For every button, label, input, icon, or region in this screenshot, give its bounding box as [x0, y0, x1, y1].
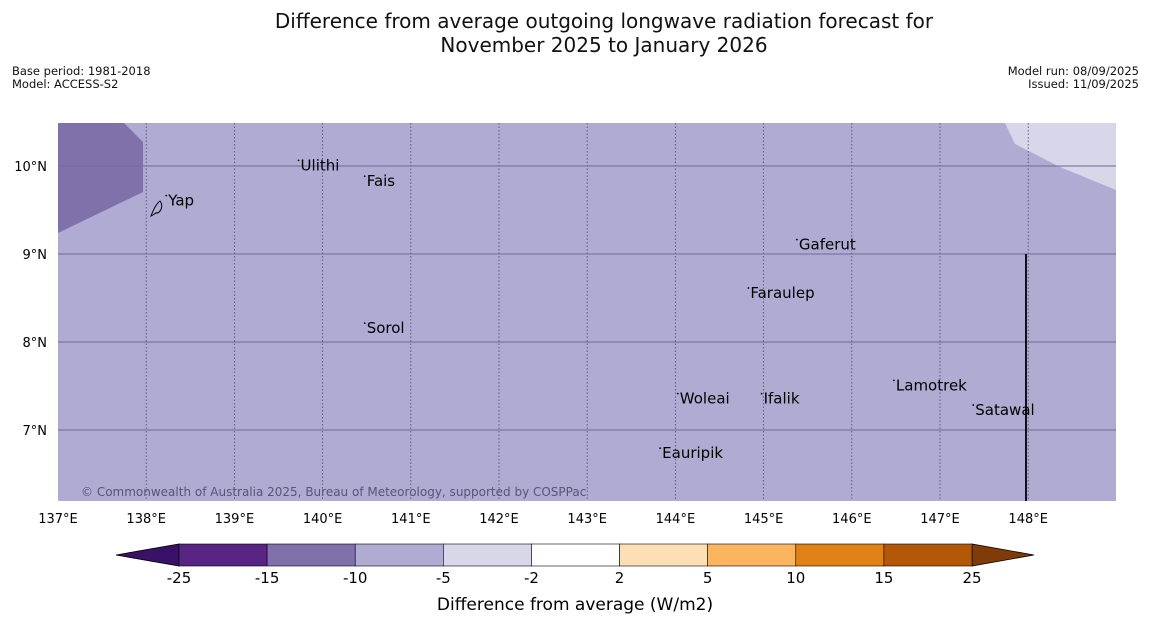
colorbar-title: Difference from average (W/m2): [437, 595, 713, 615]
place-labels: Yap Ulithi Fais Gaferut Faraulep Sorol Lamotre…: [165, 156, 1035, 462]
island-marker: [165, 194, 168, 197]
place-label-sorol: Sorol: [367, 319, 405, 337]
lon-tick-label: 148°E: [1008, 512, 1048, 527]
graticule: [58, 123, 1116, 501]
issued-text: Issued: 11/09/2025: [1028, 77, 1139, 91]
island-marker: [893, 379, 895, 382]
island-marker: [760, 392, 763, 395]
lon-tick-label: 140°E: [303, 512, 343, 527]
island-marker: [676, 392, 679, 395]
title-line-2: November 2025 to January 2026: [440, 33, 768, 57]
colorbar-extend-high: [971, 543, 1035, 567]
place-label-ulithi: Ulithi: [301, 156, 340, 174]
model-text: Model: ACCESS-S2: [12, 77, 119, 91]
lat-tick-label: 10°N: [14, 160, 47, 175]
title-line-1: Difference from average outgoing longwav…: [274, 9, 934, 33]
anomaly-region-west: [58, 123, 143, 233]
colorbar-tick-label: -25: [167, 569, 192, 587]
colorbar-cell: [266, 543, 356, 567]
colorbar-cell: [178, 543, 268, 567]
lon-tick-label: 141°E: [391, 512, 431, 527]
place-label-yap: Yap: [167, 192, 194, 210]
base-period-text: Base period: 1981-2018: [12, 64, 151, 78]
colorbar-cell: [531, 543, 620, 567]
colorbar-cell: [883, 543, 973, 567]
lon-tick-label: 145°E: [744, 512, 784, 527]
colorbar-tick-label: 25: [962, 569, 981, 587]
place-label-gaferut: Gaferut: [799, 236, 856, 254]
colorbar-labels: -25 -15 -10 -5 -2 2 5 10 15 25: [167, 569, 982, 587]
colorbar-tick-label: 15: [874, 569, 893, 587]
lon-tick-label: 138°E: [126, 512, 166, 527]
place-label-faraulep: Faraulep: [750, 284, 814, 302]
colorbar-cell: [354, 543, 444, 567]
colorbar-tick-label: -5: [436, 569, 451, 587]
colorbar-tick-label: 2: [615, 569, 625, 587]
place-label-fais: Fais: [367, 172, 396, 190]
colorbar-tick-label: -2: [524, 569, 539, 587]
place-label-woleai: Woleai: [680, 390, 730, 408]
colorbar-cell: [619, 543, 708, 567]
place-label-satawal: Satawal: [975, 401, 1034, 419]
island-marker: [972, 404, 975, 406]
base-period-info: Base period: 1981-2018 Model: ACCESS-S2: [12, 65, 151, 91]
lon-tick-label: 143°E: [567, 512, 607, 527]
yap-island-outline: [150, 200, 163, 218]
lon-tick-label: 142°E: [479, 512, 519, 527]
colorbar-cell: [795, 543, 885, 567]
model-run-info: Model run: 08/09/2025 Issued: 11/09/2025: [1008, 65, 1139, 91]
anomaly-region-northeast: [1005, 123, 1116, 190]
colorbar: -25 -15 -10 -5 -2 2 5 10 15 25 Difference from av…: [115, 543, 1035, 615]
island-marker: [363, 322, 366, 325]
place-label-lamotrek: Lamotrek: [896, 376, 967, 394]
map-area[interactable]: Yap Ulithi Fais Gaferut Faraulep Sorol Lamotre…: [58, 123, 1116, 501]
colorbar-tick-label: 10: [786, 569, 805, 587]
lon-tick-label: 137°E: [38, 512, 78, 527]
island-marker: [659, 447, 662, 450]
map-title: Difference from average outgoing longwav…: [0, 9, 1150, 57]
colorbar-cell: [443, 543, 532, 567]
place-label-ifalik: Ifalik: [764, 390, 800, 408]
axis-ticks: 137°E 138°E 139°E 140°E 141°E 142°E 143°E 144°E…: [14, 160, 1048, 527]
lat-tick-label: 8°N: [23, 336, 48, 351]
colorbar-tick-label: -10: [343, 569, 368, 587]
model-run-text: Model run: 08/09/2025: [1007, 64, 1139, 78]
colorbar-cells: [115, 543, 1035, 567]
copyright-text: © Commonwealth of Australia 2025, Bureau…: [81, 485, 586, 499]
lon-tick-label: 144°E: [656, 512, 696, 527]
island-marker: [795, 238, 798, 241]
island-marker: [297, 159, 300, 162]
lon-tick-label: 146°E: [832, 512, 872, 527]
colorbar-extend-low: [115, 543, 180, 567]
colorbar-tick-label: 5: [703, 569, 713, 587]
lon-tick-label: 139°E: [215, 512, 255, 527]
lat-tick-label: 9°N: [23, 248, 48, 263]
colorbar-cell: [707, 543, 797, 567]
lon-tick-label: 147°E: [920, 512, 960, 527]
colorbar-tick-label: -15: [255, 569, 280, 587]
island-marker: [747, 287, 750, 289]
place-label-eauripik: Eauripik: [662, 444, 723, 462]
lat-tick-label: 7°N: [23, 424, 48, 439]
island-marker: [363, 175, 366, 178]
